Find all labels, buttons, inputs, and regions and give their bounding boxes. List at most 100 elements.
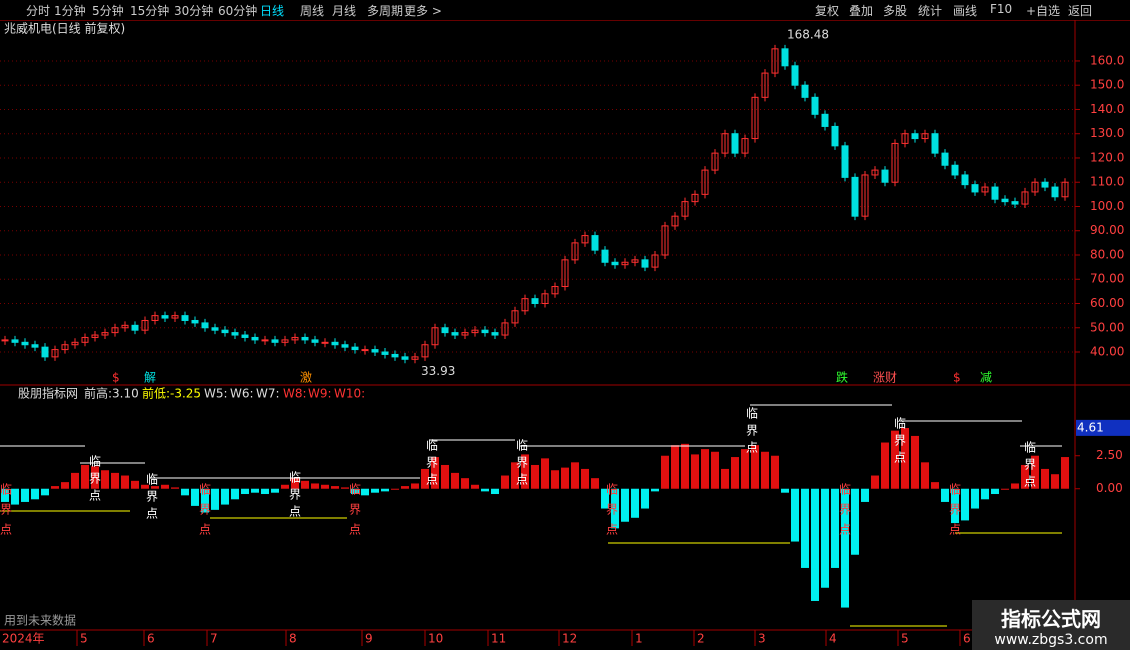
toolbar-button[interactable]: 返回 <box>1068 4 1093 18</box>
histogram-bar <box>241 488 249 495</box>
histogram-bar <box>881 442 889 489</box>
histogram-bar <box>681 443 689 489</box>
marker-word: 点 <box>894 451 906 465</box>
marker-word: 临 <box>606 483 618 497</box>
toolbar-button[interactable]: 复权 <box>815 4 840 18</box>
legend-item: -3.25 <box>170 387 201 401</box>
histogram-bar <box>391 488 399 490</box>
histogram-bar <box>771 455 779 489</box>
histogram-bar <box>321 484 329 489</box>
toolbar-tab[interactable]: 1分钟 <box>54 4 86 18</box>
histogram-bar <box>491 488 499 495</box>
x-tick-label: 5 <box>901 632 909 646</box>
watermark-url: www.zbgs3.com <box>994 632 1108 648</box>
toolbar-button[interactable]: 画线 <box>953 4 978 18</box>
low-label: 33.93 <box>421 364 455 378</box>
toolbar-tab[interactable]: 15分钟 <box>130 4 170 18</box>
marker-word: 界 <box>606 503 618 517</box>
marker-word: 界 <box>289 488 301 502</box>
histogram-bar <box>791 488 799 542</box>
histogram-bar <box>461 478 469 489</box>
watermark-title: 指标公式网 <box>1001 607 1101 631</box>
signal: 激 <box>300 371 312 385</box>
toolbar-tab[interactable]: 多周期 <box>367 4 404 18</box>
histogram-bar <box>551 470 559 489</box>
histogram-bar <box>201 488 209 513</box>
histogram-bar <box>231 488 239 500</box>
legend-item: W9: <box>308 387 332 401</box>
high-label: 168.48 <box>787 27 829 41</box>
marker-word: 界 <box>894 434 906 448</box>
histogram-bar <box>351 488 359 495</box>
histogram-bar <box>601 488 609 509</box>
histogram-bar <box>661 455 669 489</box>
current-box <box>1076 419 1130 436</box>
histogram-bar <box>271 488 279 493</box>
histogram-bar <box>411 483 419 489</box>
histogram-bar <box>561 467 569 489</box>
histogram-bar <box>1061 457 1069 489</box>
histogram-bar <box>341 487 349 489</box>
y-tick-label: 50.00 <box>1090 320 1124 334</box>
toolbar-tab[interactable]: 30分钟 <box>174 4 214 18</box>
marker-word: 界 <box>1024 458 1036 472</box>
x-tick-label: 2 <box>697 632 705 646</box>
marker-word: 临 <box>0 483 12 497</box>
watermark: 指标公式网 www.zbgs3.com <box>972 600 1130 650</box>
x-tick-label: 5 <box>80 632 88 646</box>
histogram-bar <box>71 472 79 489</box>
toolbar-button[interactable]: 统计 <box>918 4 943 18</box>
toolbar-tab[interactable]: 周线 <box>300 4 325 18</box>
marker-word: 点 <box>426 473 438 487</box>
histogram-bar <box>151 486 159 489</box>
marker-word: 界 <box>0 503 12 517</box>
legend-item: W6: <box>230 387 254 401</box>
histogram-bar <box>41 488 49 496</box>
histogram-bar <box>171 487 179 489</box>
histogram-bar <box>381 488 389 492</box>
toolbar-tab[interactable]: 60分钟 <box>218 4 258 18</box>
x-tick-label: 11 <box>491 632 506 646</box>
histogram-bar <box>951 488 959 524</box>
histogram-bar <box>841 488 849 608</box>
histogram-bar <box>671 445 679 489</box>
toolbar-tab[interactable]: 月线 <box>332 4 357 18</box>
x-tick-label: 8 <box>289 632 297 646</box>
marker-word: 临 <box>146 473 158 487</box>
histogram-bar <box>611 488 619 529</box>
toolbar-button[interactable]: F10 <box>990 2 1013 16</box>
x-tick-label: 10 <box>428 632 443 646</box>
histogram-bar <box>501 475 509 489</box>
x-tick-label: 3 <box>758 632 766 646</box>
histogram-bar <box>941 488 949 502</box>
signal: $ <box>112 371 120 385</box>
histogram-bar <box>21 488 29 502</box>
marker-word: 点 <box>146 507 158 521</box>
histogram-bar <box>641 488 649 509</box>
histogram-bar <box>511 462 519 489</box>
legend-item: W5: <box>204 387 228 401</box>
marker-word: 临 <box>1024 441 1036 455</box>
histogram-bar <box>961 488 969 521</box>
histogram-bar <box>1 488 9 502</box>
x-tick-label: 2024年 <box>2 632 45 646</box>
toolbar-tab[interactable]: 更多 > <box>404 4 442 18</box>
histogram-bar <box>751 445 759 489</box>
toolbar-tab[interactable]: 5分钟 <box>92 4 124 18</box>
histogram-bar <box>211 488 219 510</box>
histogram-bar <box>871 475 879 489</box>
histogram-bar <box>701 449 709 489</box>
toolbar-tab[interactable]: 分时 <box>26 4 51 18</box>
histogram-bar <box>821 488 829 588</box>
toolbar-button[interactable]: 多股 <box>883 4 908 18</box>
toolbar-button[interactable]: 叠加 <box>849 4 874 18</box>
histogram-bar <box>851 488 859 555</box>
toolbar-button[interactable]: +自选 <box>1026 4 1061 18</box>
toolbar-tab[interactable]: 日线 <box>260 4 285 18</box>
marker-word: 界 <box>839 503 851 517</box>
signal: $ <box>953 371 961 385</box>
histogram-bar <box>971 488 979 509</box>
histogram-bar <box>111 472 119 489</box>
histogram-bar <box>261 488 269 495</box>
marker-word: 点 <box>349 523 361 537</box>
